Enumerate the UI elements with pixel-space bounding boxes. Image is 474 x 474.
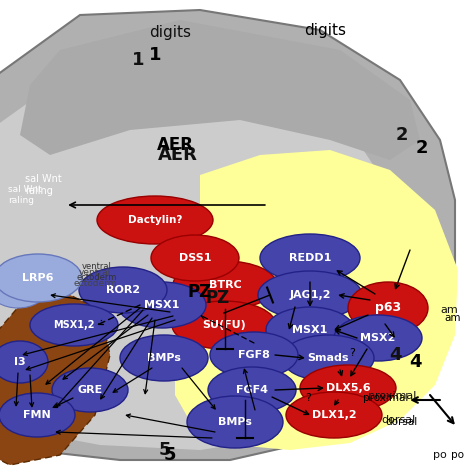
Text: DLX5,6: DLX5,6 bbox=[326, 383, 370, 393]
Text: ventral
ectoderm: ventral ectoderm bbox=[77, 262, 117, 282]
Text: ROR2: ROR2 bbox=[106, 285, 140, 295]
Ellipse shape bbox=[118, 282, 206, 328]
Text: AER: AER bbox=[158, 146, 198, 164]
Text: am: am bbox=[440, 305, 458, 315]
Text: FMN: FMN bbox=[23, 410, 51, 420]
Text: JAG1,2: JAG1,2 bbox=[289, 290, 331, 300]
Text: PZ: PZ bbox=[188, 283, 212, 301]
Ellipse shape bbox=[187, 396, 283, 448]
Text: BMPs: BMPs bbox=[147, 353, 181, 363]
Ellipse shape bbox=[282, 335, 374, 381]
Text: GRE: GRE bbox=[77, 385, 103, 395]
Ellipse shape bbox=[334, 315, 422, 361]
Text: digits: digits bbox=[149, 25, 191, 39]
Text: sal Wnt
raling: sal Wnt raling bbox=[8, 185, 42, 205]
Ellipse shape bbox=[300, 365, 396, 411]
Text: p63: p63 bbox=[375, 301, 401, 315]
Text: FGF8: FGF8 bbox=[238, 350, 270, 360]
Polygon shape bbox=[20, 20, 420, 160]
Text: AER: AER bbox=[156, 136, 193, 154]
Text: ?: ? bbox=[305, 393, 311, 403]
Text: DLX1,2: DLX1,2 bbox=[312, 410, 356, 420]
Ellipse shape bbox=[151, 235, 239, 281]
Text: BTRC: BTRC bbox=[209, 280, 241, 290]
Ellipse shape bbox=[286, 392, 382, 438]
Text: dorsal: dorsal bbox=[382, 415, 416, 425]
Ellipse shape bbox=[52, 368, 128, 412]
Ellipse shape bbox=[172, 301, 276, 349]
Text: sal Wnt
raling: sal Wnt raling bbox=[25, 174, 62, 196]
Ellipse shape bbox=[210, 332, 298, 378]
Text: proximal: proximal bbox=[368, 391, 416, 401]
Text: FGF4: FGF4 bbox=[236, 385, 268, 395]
Text: MSX2: MSX2 bbox=[360, 333, 396, 343]
Ellipse shape bbox=[258, 271, 362, 319]
Polygon shape bbox=[0, 65, 400, 450]
Polygon shape bbox=[175, 150, 458, 450]
Text: po: po bbox=[433, 450, 447, 460]
Text: ventral
ectoderm: ventral ectoderm bbox=[73, 268, 117, 288]
Text: Smads: Smads bbox=[307, 353, 349, 363]
Text: I3: I3 bbox=[14, 357, 26, 367]
Text: 1: 1 bbox=[132, 51, 144, 69]
Text: PZ: PZ bbox=[206, 289, 230, 307]
Text: MSX1: MSX1 bbox=[144, 300, 180, 310]
Text: 2: 2 bbox=[396, 126, 408, 144]
Ellipse shape bbox=[120, 335, 208, 381]
Ellipse shape bbox=[0, 254, 82, 302]
Ellipse shape bbox=[260, 234, 360, 282]
Text: dorsal: dorsal bbox=[386, 417, 418, 427]
Text: SU(FU): SU(FU) bbox=[202, 320, 246, 330]
Ellipse shape bbox=[97, 196, 213, 244]
Text: MSX1,2: MSX1,2 bbox=[53, 320, 95, 330]
Text: MSX1: MSX1 bbox=[292, 325, 328, 335]
Text: 4: 4 bbox=[409, 353, 421, 371]
Text: ?: ? bbox=[349, 348, 355, 358]
Ellipse shape bbox=[79, 267, 167, 313]
Ellipse shape bbox=[0, 393, 75, 437]
Ellipse shape bbox=[348, 282, 428, 334]
Text: digits: digits bbox=[304, 22, 346, 37]
Ellipse shape bbox=[0, 341, 48, 383]
Text: 1: 1 bbox=[149, 46, 161, 64]
Text: DSS1: DSS1 bbox=[179, 253, 211, 263]
Polygon shape bbox=[0, 295, 110, 465]
Text: Dactylin?: Dactylin? bbox=[128, 215, 182, 225]
Ellipse shape bbox=[0, 272, 46, 308]
Text: 4: 4 bbox=[389, 346, 401, 364]
Text: 5: 5 bbox=[159, 441, 171, 459]
Text: LRP6: LRP6 bbox=[22, 273, 54, 283]
Text: 5: 5 bbox=[164, 446, 176, 464]
Ellipse shape bbox=[208, 367, 296, 413]
Text: po: po bbox=[452, 450, 465, 460]
Ellipse shape bbox=[30, 304, 118, 346]
Polygon shape bbox=[0, 10, 455, 460]
Text: am: am bbox=[445, 313, 461, 323]
Ellipse shape bbox=[266, 307, 354, 353]
Ellipse shape bbox=[173, 261, 277, 309]
Text: 2: 2 bbox=[416, 139, 428, 157]
Text: proximal: proximal bbox=[363, 393, 408, 403]
Text: REDD1: REDD1 bbox=[289, 253, 331, 263]
Text: BMPs: BMPs bbox=[218, 417, 252, 427]
